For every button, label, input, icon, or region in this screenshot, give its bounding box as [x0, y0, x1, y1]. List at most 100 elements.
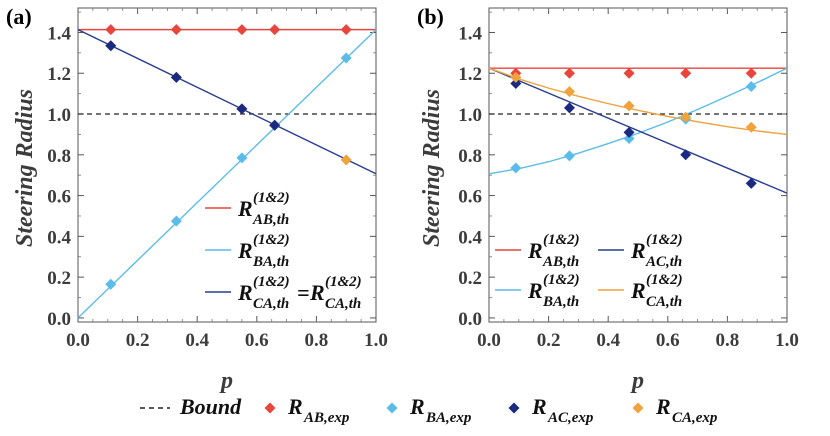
bottom-legend-subscript: CA,exp [672, 410, 718, 426]
bottom-legend-symbol: R [287, 394, 303, 419]
exp-point-ca [680, 111, 692, 123]
x-tick-label: 0.4 [596, 330, 620, 351]
exp-point-ba [340, 52, 352, 64]
x-tick-label: 0.0 [66, 330, 90, 351]
x-tick-label: 0.0 [477, 330, 501, 351]
y-tick-label: 0.8 [47, 146, 71, 167]
y-tick-label: 1.4 [458, 23, 482, 44]
y-tick-label: 0.8 [458, 146, 482, 167]
legend-subscript: AB,th [542, 254, 579, 270]
legend-symbol: R [237, 280, 253, 305]
x-axis-label: p [219, 368, 233, 394]
legend-symbol: R [237, 196, 253, 221]
bottom-legend-marker [386, 402, 398, 414]
exp-point-ac [236, 103, 248, 115]
exp-point-ba [745, 81, 757, 92]
exp-point-ac [623, 126, 635, 138]
x-tick-label: 0.2 [537, 330, 561, 351]
exp-point-ab [105, 24, 117, 36]
bottom-legend-subscript: AC,exp [547, 410, 594, 426]
legend-superscript: (1&2) [543, 232, 580, 248]
x-tick-label: 0.2 [126, 330, 150, 351]
theory-line-ca [488, 67, 788, 136]
legend-subscript-2: CA,th [325, 296, 361, 312]
legend-symbol: R [237, 238, 253, 263]
x-axis-label: p [630, 368, 644, 394]
y-tick-label: 0.4 [458, 227, 482, 248]
x-tick-label: 0.6 [245, 330, 269, 351]
bottom-legend-bound-label: Bound [179, 394, 242, 419]
legend-superscript: (1&2) [253, 274, 290, 290]
legend-superscript: (1&2) [646, 232, 683, 248]
bottom-legend-marker [264, 402, 276, 414]
legend-equals: = [297, 280, 310, 305]
legend-superscript-2: (1&2) [325, 274, 362, 290]
y-tick-label: 0.6 [458, 187, 482, 208]
y-tick-label: 0.4 [47, 227, 71, 248]
bottom-legend-marker [508, 402, 520, 414]
exp-point-ab [340, 24, 352, 36]
y-tick-label: 1.2 [458, 64, 482, 85]
x-tick-label: 0.8 [305, 330, 329, 351]
exp-point-ac [269, 119, 281, 131]
exp-point-ab [170, 24, 182, 36]
y-tick-label: 1.4 [47, 23, 71, 44]
exp-point-ca [563, 86, 575, 98]
legend-symbol: R [630, 278, 646, 303]
y-tick-label: 0.0 [47, 309, 71, 330]
y-tick-label: 0.6 [47, 187, 71, 208]
legend-symbol-2: R [309, 280, 325, 305]
legend-superscript: (1&2) [253, 232, 290, 248]
x-tick-label: 1.0 [775, 330, 799, 351]
exp-point-ab [745, 67, 757, 79]
exp-point-ab [623, 67, 635, 79]
exp-point-ba [623, 132, 635, 144]
panel-label: (b) [417, 4, 444, 29]
legend-symbol: R [630, 238, 646, 263]
exp-point-ac [105, 40, 117, 52]
exp-point-ac [680, 149, 692, 161]
y-tick-label: 1.2 [47, 64, 71, 85]
exp-point-ba [563, 150, 575, 162]
y-tick-label: 1.0 [47, 105, 71, 126]
legend-subscript: CA,th [253, 296, 289, 312]
exp-point-ba [510, 162, 522, 174]
x-tick-label: 0.4 [185, 330, 209, 351]
legend-superscript: (1&2) [253, 190, 290, 206]
y-axis-label: Steering Radius [419, 89, 445, 247]
exp-point-ab [269, 24, 281, 36]
x-tick-label: 0.6 [656, 330, 680, 351]
bottom-legend-symbol: R [409, 394, 425, 419]
bottom-legend-symbol: R [655, 394, 671, 419]
panel-a: 0.0 0.2 0.4 0.6 0.8 1.0 0.0 0.2 0.4 0.6 0.8 1.0 1.2 1… [6, 4, 388, 394]
y-tick-label: 0.2 [458, 268, 482, 289]
bottom-legend-marker [632, 402, 644, 414]
exp-point-ab [680, 67, 692, 79]
theory-line-ac [488, 67, 788, 194]
exp-point-ba [105, 278, 117, 290]
legend-symbol: R [527, 238, 543, 263]
legend-subscript: AB,th [252, 212, 289, 228]
panel-label: (a) [6, 4, 32, 29]
exp-point-ca [623, 100, 635, 112]
bottom-legend-symbol: R [531, 394, 547, 419]
theory-line-ca [77, 28, 377, 175]
bottom-legend-subscript: AB,exp [303, 410, 350, 426]
theory-line-ba [77, 29, 377, 319]
exp-point-ca [510, 71, 522, 83]
exp-point-ab [236, 24, 248, 36]
theory-line-ba [488, 67, 788, 175]
x-tick-label: 1.0 [364, 330, 388, 351]
exp-point-ba [170, 215, 182, 227]
legend-symbol: R [527, 278, 543, 303]
legend-subscript: BA,th [542, 294, 579, 310]
y-tick-label: 1.0 [458, 105, 482, 126]
y-tick-label: 0.2 [47, 268, 71, 289]
x-tick-label: 0.8 [716, 330, 740, 351]
exp-point-ba [236, 152, 248, 164]
y-tick-label: 0.0 [458, 309, 482, 330]
y-axis-label: Steering Radius [12, 89, 38, 247]
bottom-legend: Bound R AB,exp R BA,exp R AC,exp R CA,exp [140, 394, 718, 426]
exp-point-ac [510, 77, 522, 89]
